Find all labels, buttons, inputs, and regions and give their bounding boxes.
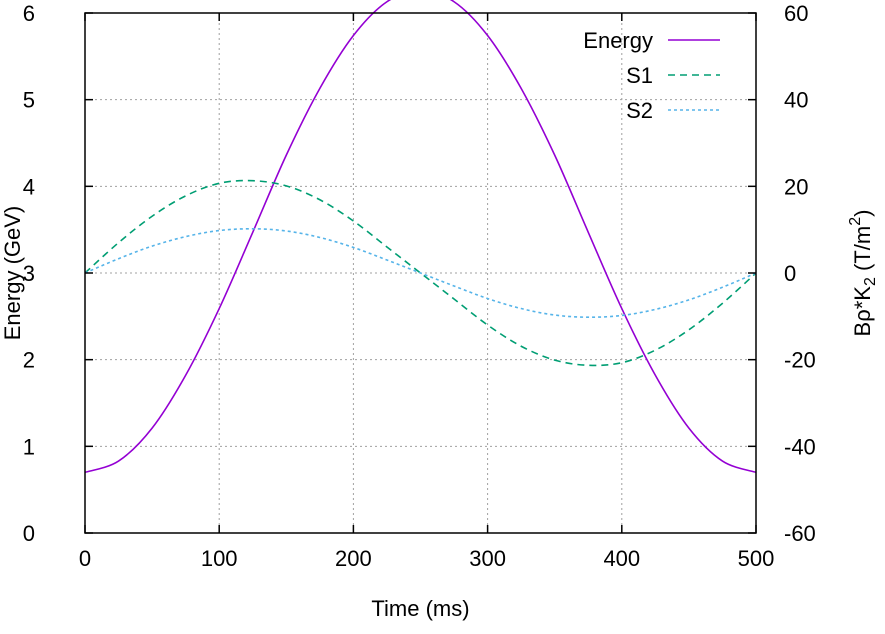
y2-tick-label: 40 — [784, 88, 808, 113]
y2-tick-label: -20 — [784, 348, 816, 373]
series-lines — [84, 0, 757, 474]
x-tick-label: 300 — [469, 546, 506, 571]
y-tick-label: 0 — [23, 521, 35, 546]
y-tick-label: 6 — [23, 1, 35, 26]
x-axis-label: Time (ms) — [371, 596, 469, 621]
y2-tick-label: -60 — [784, 521, 816, 546]
y2-tick-label: -40 — [784, 434, 816, 459]
x-tick-label: 500 — [738, 546, 775, 571]
y2-axis-label-sup: 2 — [847, 217, 864, 226]
tick-labels: 0 100 200 300 400 500 0 1 2 3 4 5 6 -60 -40 -20 0 20 40 60 — [23, 1, 816, 571]
legend-label-energy: Energy — [583, 28, 653, 53]
y-tick-label: 5 — [23, 88, 35, 113]
legend-label-s2: S2 — [626, 98, 653, 123]
series-line-s1 — [84, 179, 757, 367]
y2-axis-label: Bρ*K2 (T/m2) — [847, 210, 879, 337]
y-tick-label: 1 — [23, 434, 35, 459]
series-line-energy — [84, 0, 757, 474]
ticks — [84, 12, 757, 534]
y2-tick-label: 20 — [784, 174, 808, 199]
y-tick-label: 4 — [23, 174, 35, 199]
x-tick-label: 0 — [79, 546, 91, 571]
y2-axis-label-base: Bρ*K — [850, 286, 875, 337]
legend: Energy S1 S2 — [583, 28, 720, 123]
x-tick-label: 400 — [603, 546, 640, 571]
y-tick-label: 2 — [23, 348, 35, 373]
y2-tick-label: 0 — [784, 261, 796, 286]
y2-axis-label-close: ) — [850, 210, 875, 217]
series-line-s2 — [84, 227, 757, 319]
y-tick-label: 3 — [23, 261, 35, 286]
y2-axis-label-sub: 2 — [862, 277, 879, 286]
x-tick-label: 200 — [335, 546, 372, 571]
y2-tick-label: 60 — [784, 1, 808, 26]
legend-label-s1: S1 — [626, 63, 653, 88]
y-axis-label: Energy (GeV) — [0, 206, 25, 341]
y2-axis-label-unit: (T/m — [850, 226, 875, 277]
x-tick-label: 100 — [201, 546, 238, 571]
